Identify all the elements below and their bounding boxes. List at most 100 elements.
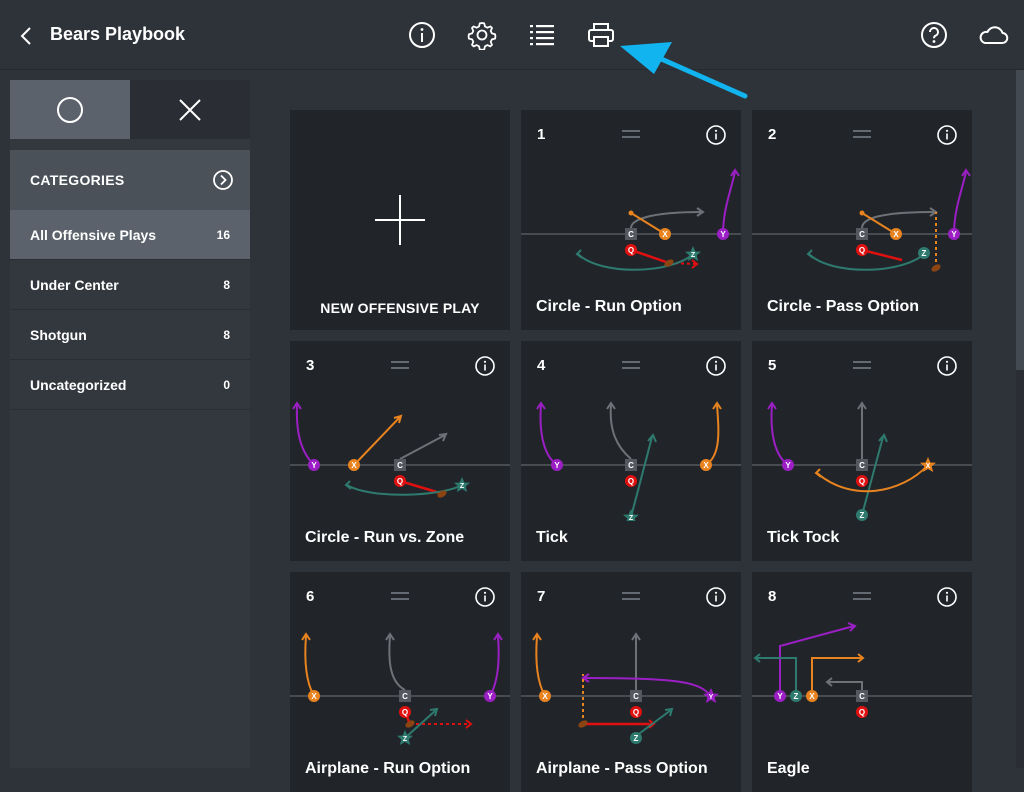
svg-text:Q: Q xyxy=(402,708,408,717)
play-number: 1 xyxy=(537,126,546,143)
drag-handle-icon[interactable] xyxy=(853,361,871,369)
play-card-8[interactable]: 8 Y Z X C Q Eagle xyxy=(752,572,972,792)
defense-tab[interactable] xyxy=(130,80,250,139)
sidebar: CATEGORIES All Offensive Plays 16 Under … xyxy=(10,80,250,768)
category-count: 0 xyxy=(223,377,230,392)
svg-text:Z: Z xyxy=(460,483,465,490)
info-icon[interactable] xyxy=(474,355,496,377)
play-card-1[interactable]: 1 C Q X Y Z Circle - Run Option xyxy=(521,110,741,330)
svg-text:X: X xyxy=(809,692,815,701)
play-number: 3 xyxy=(306,357,315,374)
play-number: 4 xyxy=(537,357,546,374)
category-label: All Offensive Plays xyxy=(30,226,157,243)
printer-icon xyxy=(588,23,614,47)
info-icon[interactable] xyxy=(936,586,958,608)
svg-text:X: X xyxy=(662,230,668,239)
drag-handle-icon[interactable] xyxy=(622,361,640,369)
svg-text:Y: Y xyxy=(785,461,791,470)
info-icon[interactable] xyxy=(936,124,958,146)
list-button[interactable] xyxy=(525,18,559,52)
svg-text:Y: Y xyxy=(951,230,957,239)
chevron-right-circle-icon xyxy=(213,170,233,190)
info-icon[interactable] xyxy=(936,355,958,377)
play-number: 8 xyxy=(768,588,777,605)
help-button[interactable] xyxy=(917,18,951,52)
play-card-3[interactable]: 3 Y X C Q Z Circle - Run vs. Zone xyxy=(290,341,510,561)
top-bar: Bears Playbook xyxy=(0,0,1024,99)
category-item-shotgun[interactable]: Shotgun 8 xyxy=(10,310,250,360)
cloud-sync-button[interactable] xyxy=(976,18,1010,52)
callout-arrow xyxy=(620,42,748,99)
back-button[interactable] xyxy=(14,22,38,50)
play-name: Eagle xyxy=(767,760,810,777)
drag-handle-icon[interactable] xyxy=(391,592,409,600)
categories-header[interactable]: CATEGORIES xyxy=(10,150,250,210)
new-play-label: NEW OFFENSIVE PLAY xyxy=(320,300,480,316)
svg-text:Q: Q xyxy=(633,708,639,717)
settings-button[interactable] xyxy=(465,18,499,52)
help-icon xyxy=(921,22,947,48)
category-item-uncategorized[interactable]: Uncategorized 0 xyxy=(10,360,250,410)
svg-text:C: C xyxy=(633,692,639,701)
print-button[interactable] xyxy=(584,18,618,52)
svg-text:Q: Q xyxy=(628,477,634,486)
svg-text:Q: Q xyxy=(859,246,865,255)
info-button[interactable] xyxy=(405,18,439,52)
play-name: Circle - Pass Option xyxy=(767,298,920,315)
category-list: All Offensive Plays 16 Under Center 8 Sh… xyxy=(10,210,250,410)
play-name: Airplane - Run Option xyxy=(305,760,471,777)
offense-tab[interactable] xyxy=(10,80,130,139)
svg-text:Y: Y xyxy=(777,692,783,701)
play-card-6[interactable]: 6 X C Q Y Z Airplane - Run Option xyxy=(290,572,510,792)
back-icon xyxy=(20,27,31,45)
play-card-5[interactable]: 5 Y C Q X Z Tick Tock xyxy=(752,341,972,561)
svg-text:Y: Y xyxy=(709,694,714,701)
play-card-4[interactable]: 4 Y C Q X Z Tick xyxy=(521,341,741,561)
drag-handle-icon[interactable] xyxy=(853,130,871,138)
drag-handle-icon[interactable] xyxy=(853,592,871,600)
play-name: Circle - Run vs. Zone xyxy=(305,529,465,546)
svg-text:C: C xyxy=(859,230,865,239)
svg-text:Z: Z xyxy=(794,692,799,701)
play-card-2[interactable]: 2 C Q X Y Z Circle - Pass Option xyxy=(752,110,972,330)
svg-text:Y: Y xyxy=(311,461,317,470)
info-icon[interactable] xyxy=(705,355,727,377)
info-icon[interactable] xyxy=(705,586,727,608)
svg-text:X: X xyxy=(311,692,317,701)
svg-text:Q: Q xyxy=(628,246,634,255)
play-diagram: Y Z X C Q xyxy=(752,622,972,718)
drag-handle-icon[interactable] xyxy=(622,592,640,600)
new-offensive-play-card[interactable]: NEW OFFENSIVE PLAY xyxy=(290,110,510,330)
svg-text:Z: Z xyxy=(403,736,408,743)
play-card-7[interactable]: 7 X C Q Y Z Airplane - Pass Option xyxy=(521,572,741,792)
svg-text:C: C xyxy=(628,230,634,239)
list-icon xyxy=(530,25,554,46)
play-name: Circle - Run Option xyxy=(536,298,682,315)
page-title: Bears Playbook xyxy=(50,24,186,44)
svg-text:X: X xyxy=(926,463,931,470)
category-count: 8 xyxy=(223,277,230,292)
category-item-under-center[interactable]: Under Center 8 xyxy=(10,260,250,310)
scrollbar-thumb[interactable] xyxy=(1016,70,1024,370)
drag-handle-icon[interactable] xyxy=(622,130,640,138)
drag-handle-icon[interactable] xyxy=(391,361,409,369)
play-diagram: Y C Q X Z xyxy=(521,401,741,521)
svg-text:Y: Y xyxy=(487,692,493,701)
category-item-all-offensive-plays[interactable]: All Offensive Plays 16 xyxy=(10,210,250,260)
svg-text:Z: Z xyxy=(691,252,696,259)
play-name: Airplane - Pass Option xyxy=(536,760,708,777)
scrollbar-track[interactable] xyxy=(1016,70,1024,768)
category-label: Under Center xyxy=(30,276,119,293)
play-number: 6 xyxy=(306,588,315,605)
svg-text:Z: Z xyxy=(634,734,639,743)
play-number: 2 xyxy=(768,126,777,143)
play-name: Tick Tock xyxy=(767,529,840,546)
info-icon[interactable] xyxy=(474,586,496,608)
play-diagram: X C Q Y Z xyxy=(521,632,741,744)
play-diagram: C Q X Y Z xyxy=(521,168,741,271)
info-icon[interactable] xyxy=(705,124,727,146)
plus-icon xyxy=(375,195,425,245)
category-count: 16 xyxy=(216,227,230,242)
svg-text:Q: Q xyxy=(859,477,865,486)
category-label: Shotgun xyxy=(30,326,87,343)
